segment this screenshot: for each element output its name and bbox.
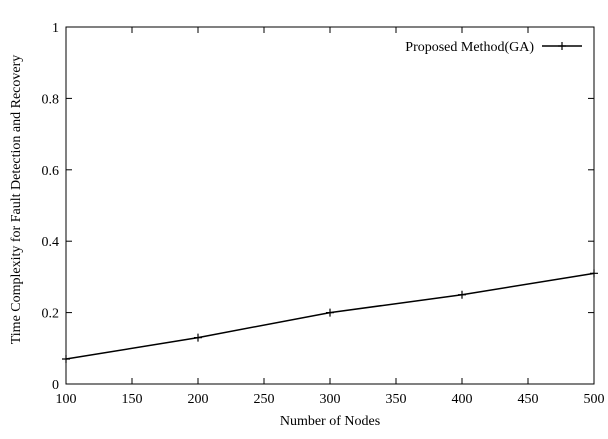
series-layer — [62, 269, 598, 364]
x-tick-label: 250 — [254, 392, 275, 407]
data-point — [194, 333, 202, 342]
legend: Proposed Method(GA) — [405, 40, 582, 55]
y-axis: 0 0.2 0.4 0.6 0.8 1 — [42, 21, 594, 393]
y-tick-label: 0.6 — [42, 164, 60, 179]
x-axis-title: Number of Nodes — [280, 414, 380, 429]
y-tick-label: 0.8 — [42, 92, 60, 107]
data-point — [458, 290, 466, 299]
y-tick-label: 0 — [52, 378, 59, 393]
x-axis: 100 150 200 250 300 350 400 450 500 — [56, 27, 605, 407]
y-tick-label: 1 — [52, 21, 59, 36]
x-tick-label: 450 — [518, 392, 539, 407]
x-tick-label: 350 — [386, 392, 407, 407]
data-point — [62, 355, 70, 364]
legend-marker — [558, 42, 566, 50]
y-tick-label: 0.4 — [42, 235, 60, 250]
x-tick-label: 100 — [56, 392, 77, 407]
x-tick-label: 400 — [452, 392, 473, 407]
legend-label: Proposed Method(GA) — [405, 40, 534, 55]
x-tick-label: 200 — [188, 392, 209, 407]
x-tick-label: 300 — [320, 392, 341, 407]
x-tick-label: 500 — [584, 392, 605, 407]
data-point — [590, 269, 598, 278]
y-axis-title: Time Complexity for Fault Detection and … — [9, 55, 24, 345]
y-tick-label: 0.2 — [42, 307, 60, 322]
data-point — [326, 308, 334, 317]
plot-frame — [65, 26, 595, 385]
x-tick-label: 150 — [122, 392, 143, 407]
